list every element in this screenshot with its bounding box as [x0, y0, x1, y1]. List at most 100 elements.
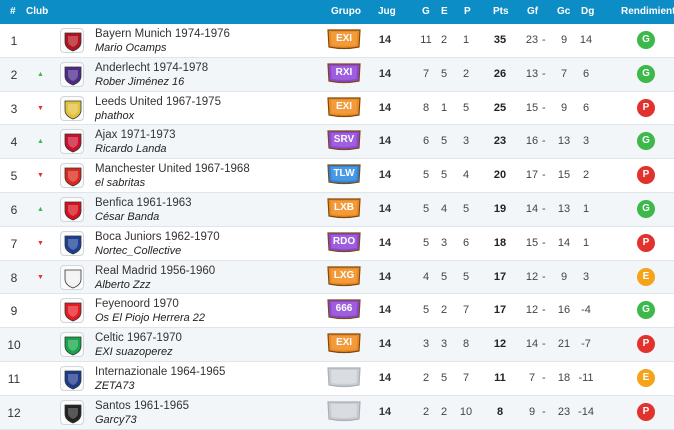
cell-gf: 23	[525, 34, 539, 46]
cell-dg: -14	[578, 405, 594, 418]
header-grupo[interactable]: Grupo	[331, 6, 361, 17]
celtic-crest-icon	[64, 336, 82, 356]
header-pts[interactable]: Pts	[493, 6, 509, 17]
group-badge[interactable]	[326, 401, 362, 422]
group-badge[interactable]: TLW	[326, 164, 362, 185]
separator: -	[542, 304, 546, 317]
row-position: 11	[7, 371, 21, 386]
result-badge: G	[637, 199, 655, 218]
cell-gc: 23	[557, 405, 571, 418]
header-p[interactable]: P	[464, 6, 471, 17]
manager-name[interactable]: ZETA73	[95, 379, 135, 392]
cell-gc: 9	[560, 101, 568, 114]
table-header: # Club Grupo Jug G E P Pts Gf Gc Dg Rend…	[0, 0, 674, 24]
header-dg[interactable]: Dg	[581, 6, 595, 17]
trend-down-icon: ▼	[37, 273, 44, 281]
row-position: 2	[10, 67, 18, 82]
group-badge[interactable]: LXB	[326, 198, 362, 219]
group-badge[interactable]: 666	[326, 299, 362, 320]
group-badge[interactable]: SRV	[326, 130, 362, 151]
club-name[interactable]: Benfica 1961-1963	[95, 196, 192, 209]
manager-name[interactable]: Rober Jiménez 16	[95, 75, 185, 88]
header-club[interactable]: Club	[26, 6, 49, 17]
club-name[interactable]: Internazionale 1964-1965	[95, 365, 226, 378]
group-badge[interactable]: EXI	[326, 96, 362, 118]
manager-name[interactable]: EXI suazoperez	[95, 346, 173, 359]
manager-name[interactable]: Garcy73	[95, 413, 137, 426]
club-name[interactable]: Anderlecht 1974-1978	[95, 61, 209, 74]
table-row[interactable]: 10 Celtic 1967-1970 EXI suazoperez EXI 1…	[0, 328, 674, 362]
cell-g: 5	[422, 304, 430, 317]
cell-p: 2	[462, 67, 470, 80]
cell-pts: 19	[493, 202, 507, 215]
club-name[interactable]: Celtic 1967-1970	[95, 332, 182, 345]
group-badge[interactable]: EXI	[326, 333, 362, 354]
cell-p: 5	[462, 101, 470, 114]
group-badge[interactable]	[326, 367, 362, 388]
club-name[interactable]: Santos 1961-1965	[95, 399, 189, 412]
team-crest	[60, 264, 84, 290]
cell-pts: 18	[493, 236, 507, 249]
manager-name[interactable]: Os El Piojo Herrera 22	[95, 312, 206, 325]
manutd-crest-icon	[64, 167, 82, 187]
cell-g: 5	[422, 202, 430, 215]
header-gc[interactable]: Gc	[557, 6, 571, 17]
cell-e: 1	[440, 101, 448, 114]
table-row[interactable]: 5 ▼ Manchester United 1967-1968 el sabri…	[0, 159, 674, 193]
cell-p: 5	[462, 202, 470, 215]
manager-name[interactable]: César Banda	[95, 210, 160, 223]
cell-pts: 25	[493, 101, 507, 114]
group-badge[interactable]: LXG	[326, 265, 362, 287]
header-g[interactable]: G	[422, 6, 430, 17]
cell-jug: 14	[378, 270, 392, 283]
club-name[interactable]: Bayern Munich 1974-1976	[95, 28, 230, 40]
manager-name[interactable]: phathox	[95, 109, 135, 122]
club-name[interactable]: Leeds United 1967-1975	[95, 95, 221, 108]
feyenoord-crest-icon	[64, 302, 82, 322]
table-row[interactable]: 8 ▼ Real Madrid 1956-1960 Alberto Zzz LX…	[0, 260, 674, 295]
group-badge[interactable]: RXI	[326, 63, 362, 84]
table-row[interactable]: 3 ▼ Leeds United 1967-1975 phathox EXI 1…	[0, 91, 674, 126]
club-name[interactable]: Real Madrid 1956-1960	[95, 264, 216, 277]
team-crest	[60, 365, 84, 391]
table-row[interactable]: 6 ▲ Benfica 1961-1963 César Banda LXB 14…	[0, 192, 674, 227]
group-badge[interactable]: RDO	[326, 232, 362, 253]
manager-name[interactable]: Ricardo Landa	[95, 143, 167, 156]
table-row[interactable]: 2 ▲ Anderlecht 1974-1978 Rober Jiménez 1…	[0, 57, 674, 92]
manager-name[interactable]: Mario Ocamps	[95, 42, 167, 54]
manager-name[interactable]: el sabritas	[95, 177, 146, 190]
header-jug[interactable]: Jug	[378, 6, 396, 17]
manager-name[interactable]: Nortec_Collective	[95, 244, 182, 257]
cell-pts: 35	[493, 34, 507, 46]
trend-down-icon: ▼	[37, 104, 44, 112]
cell-gf: 14	[525, 202, 539, 215]
header-gf[interactable]: Gf	[527, 6, 539, 17]
club-name[interactable]: Boca Juniors 1962-1970	[95, 230, 220, 243]
team-crest	[60, 196, 84, 222]
table-row[interactable]: 4 ▲ Ajax 1971-1973 Ricardo Landa SRV 14 …	[0, 125, 674, 160]
row-position: 5	[10, 169, 18, 184]
cell-p: 7	[462, 371, 470, 384]
cell-gf: 14	[525, 338, 539, 351]
cell-p: 10	[459, 405, 473, 418]
result-badge: E	[637, 267, 655, 286]
team-crest	[60, 298, 84, 324]
table-row[interactable]: 7 ▼ Boca Juniors 1962-1970 Nortec_Collec…	[0, 226, 674, 261]
club-name[interactable]: Ajax 1971-1973	[95, 129, 176, 142]
table-row[interactable]: 11 Internazionale 1964-1965 ZETA73 14 2 …	[0, 361, 674, 396]
club-name[interactable]: Feyenoord 1970	[95, 298, 179, 311]
result-badge: E	[637, 368, 655, 387]
ajax-crest-icon	[64, 133, 82, 153]
manager-name[interactable]: Alberto Zzz	[95, 278, 151, 291]
header-e[interactable]: E	[441, 6, 448, 17]
group-badge[interactable]: EXI	[326, 29, 362, 50]
club-name[interactable]: Manchester United 1967-1968	[95, 163, 250, 176]
cell-dg: 6	[582, 67, 590, 80]
result-badge: G	[637, 64, 655, 83]
leeds-crest-icon	[64, 100, 82, 120]
cell-pts: 8	[496, 405, 504, 418]
cell-jug: 14	[378, 304, 392, 317]
table-row[interactable]: 12 Santos 1961-1965 Garcy73 14 2 2 10 8 …	[0, 395, 674, 430]
table-row[interactable]: 1 Bayern Munich 1974-1976 Mario Ocamps E…	[0, 24, 674, 58]
table-row[interactable]: 9 Feyenoord 1970 Os El Piojo Herrera 22 …	[0, 294, 674, 329]
